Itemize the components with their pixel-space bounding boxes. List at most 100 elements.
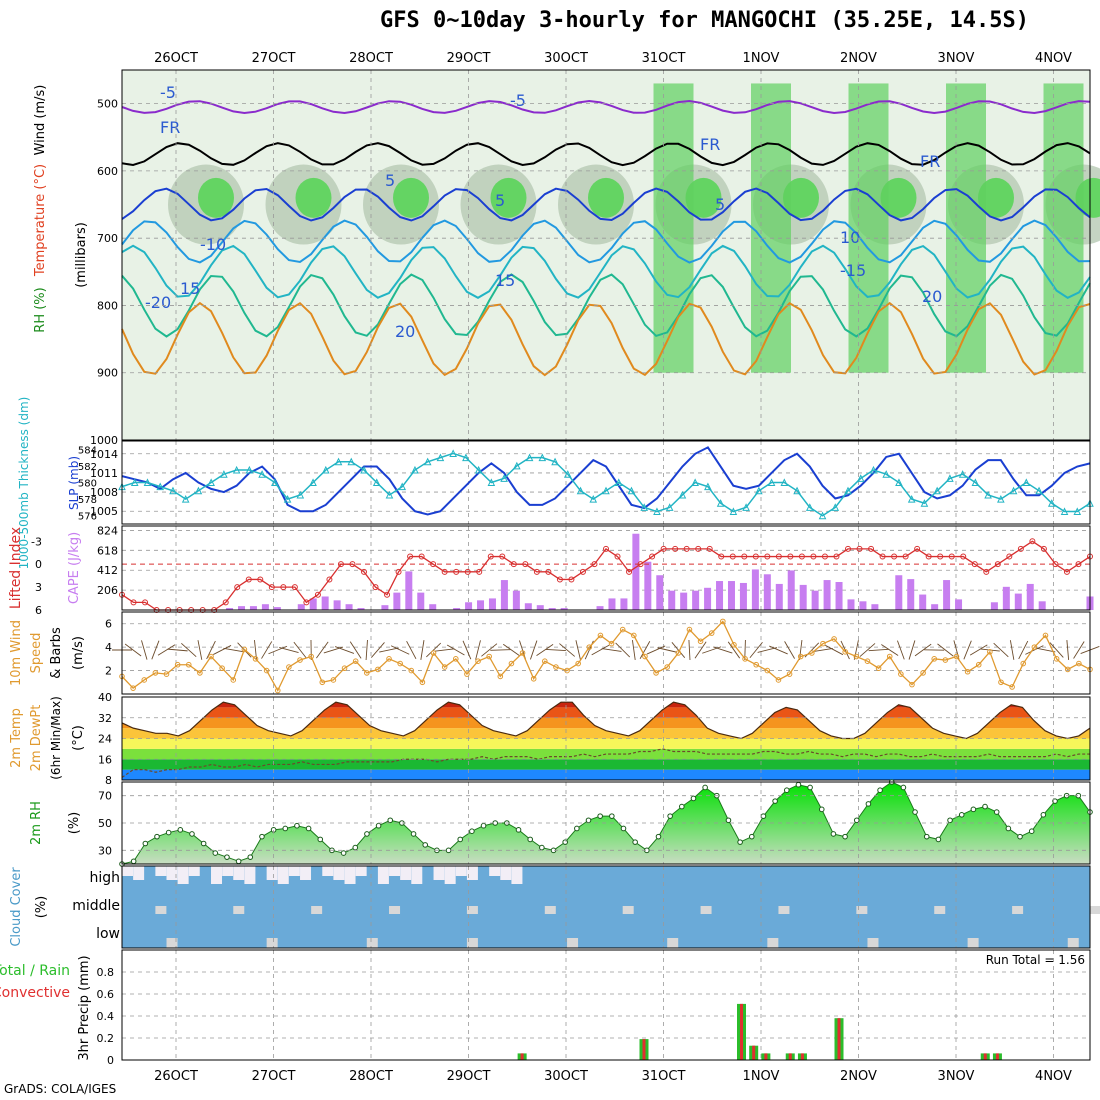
thickness-point xyxy=(232,465,241,474)
thickness-point xyxy=(411,465,419,474)
lifted-point xyxy=(257,576,264,583)
thickness-point xyxy=(958,470,967,478)
wind-barb xyxy=(1018,640,1029,660)
wind-point xyxy=(1064,666,1071,673)
wind-barb xyxy=(749,641,763,659)
rh-point xyxy=(294,822,300,829)
wind-barb xyxy=(615,642,631,658)
contour-label: 10 xyxy=(840,228,860,247)
cloud-clear-low xyxy=(366,938,378,948)
thickness-point xyxy=(971,478,980,486)
rh-shade-high xyxy=(490,177,527,218)
rh2m-label: 2m RH xyxy=(29,801,44,845)
lifted-tick: -3 xyxy=(31,535,42,548)
temp-tick: 8 xyxy=(105,774,112,787)
cape-bar xyxy=(596,606,604,610)
rh-point xyxy=(375,822,382,829)
temp-frame xyxy=(121,696,1091,781)
thickness-point xyxy=(538,453,547,462)
wind-point xyxy=(575,660,581,667)
thickness-point xyxy=(805,503,814,511)
rh-point xyxy=(247,854,254,860)
cape-bar xyxy=(381,605,389,610)
wind-barb xyxy=(908,640,916,660)
wind-point xyxy=(419,679,426,686)
cape-bar xyxy=(393,592,401,610)
thickness-point xyxy=(576,486,585,495)
wind-point xyxy=(764,667,771,674)
lifted-point xyxy=(868,545,875,552)
lifted-point xyxy=(418,553,425,560)
wind-point xyxy=(775,677,782,683)
thickness-point xyxy=(907,494,916,503)
wind-point xyxy=(341,665,348,672)
rh-point xyxy=(1028,828,1035,835)
lifted-point xyxy=(384,591,391,598)
lifted-point xyxy=(326,576,333,583)
lifted-point xyxy=(337,561,344,568)
lifted-point xyxy=(1017,545,1024,552)
wind-point xyxy=(619,626,626,633)
cloud-clear-high xyxy=(511,866,523,884)
thickness-point xyxy=(767,478,776,486)
wind-point xyxy=(987,649,993,655)
cape-bar xyxy=(727,581,735,610)
pressure-tick: 1000 xyxy=(90,434,118,447)
thickness-point xyxy=(474,465,483,474)
lifted-point xyxy=(741,553,748,560)
temp-2m-panel: 8 16 24 32 40 2m Temp 2m DewPt (6hr Min/Max) (°C… xyxy=(9,691,1091,787)
thickness-point xyxy=(398,482,407,491)
rh-point xyxy=(480,822,487,829)
wind-barb xyxy=(536,644,554,656)
rh-tick: 70 xyxy=(98,790,112,803)
date-label-bottom: 4NOV xyxy=(1035,1069,1072,1084)
run-total-label: Run Total = 1.56 xyxy=(986,953,1085,967)
cloud-clear-mid xyxy=(622,906,634,914)
thickness-point xyxy=(920,499,929,507)
wind-barb xyxy=(371,642,385,658)
wind-point xyxy=(720,618,726,625)
thickness-point xyxy=(130,478,139,486)
thickness-point xyxy=(627,486,636,495)
cloud-clear-mid xyxy=(934,906,946,914)
cloud-clear-low xyxy=(1067,938,1079,948)
wind-point xyxy=(998,679,1004,686)
wind-barb xyxy=(502,643,520,657)
cape-bar xyxy=(680,592,688,610)
wind-point xyxy=(964,668,971,675)
lifted-point xyxy=(441,568,448,575)
date-label-top: 26OCT xyxy=(154,51,198,66)
wind-point xyxy=(608,640,615,647)
lifted-point xyxy=(821,553,828,560)
rh-point xyxy=(282,825,289,832)
pressure-tick: 900 xyxy=(97,367,118,380)
thickness-point xyxy=(334,457,343,466)
rh-frame xyxy=(121,781,1091,865)
precip-conv-bar xyxy=(983,1053,987,1060)
temperature-contour xyxy=(121,244,1091,299)
lifted-point xyxy=(718,553,725,560)
rh2m-unit-label: (%) xyxy=(67,812,82,835)
pressure-tick: 700 xyxy=(97,232,118,245)
rh-point xyxy=(865,801,872,807)
lifted-point xyxy=(407,553,414,560)
wind-barb xyxy=(993,642,1009,658)
thickness-point xyxy=(742,503,750,511)
wind-barb xyxy=(390,645,410,655)
thickness-point xyxy=(933,486,941,495)
cape-bar xyxy=(477,600,485,610)
cloud-clear-high xyxy=(377,866,389,884)
thickness-point xyxy=(818,511,827,520)
rh-shade-high xyxy=(978,177,1014,218)
lifted-point xyxy=(879,553,886,560)
wind-barb xyxy=(868,648,889,652)
cloud-clear-high xyxy=(133,866,145,880)
rh-point xyxy=(340,850,347,856)
wind-point xyxy=(141,677,148,683)
contour-label: -20 xyxy=(145,293,171,312)
temperature-contour xyxy=(121,142,1091,167)
chart-title: GFS 0~10day 3-hourly for MANGOCHI (35.25… xyxy=(380,8,1030,33)
date-label-bottom: 2NOV xyxy=(840,1069,877,1084)
contour-label: 15 xyxy=(495,271,515,290)
wind-barb xyxy=(420,640,425,660)
